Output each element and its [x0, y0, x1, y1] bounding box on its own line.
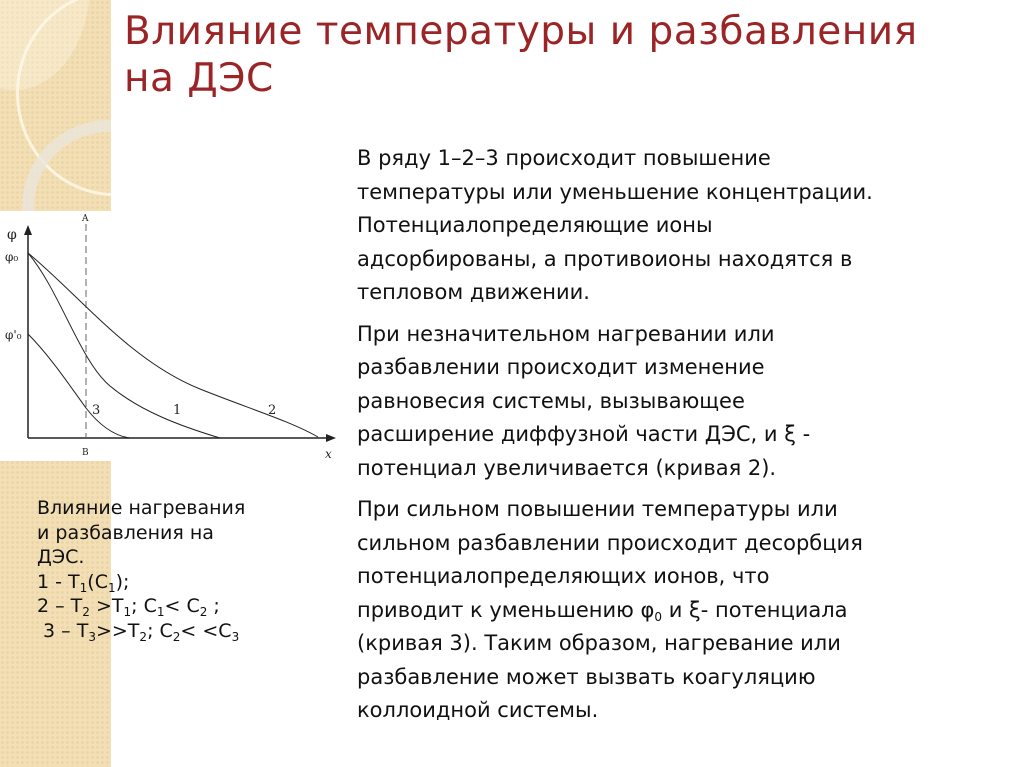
text-line: В ряду 1–2–3 происходит повышение — [357, 142, 1017, 176]
subscript: 3 — [231, 629, 240, 644]
y-axis-label: φ — [7, 227, 17, 243]
text-run: адсорбированы, а противоионы находятся в — [357, 246, 853, 271]
text-run: тепловом движении. — [357, 280, 590, 304]
curve-3-label: 3 — [92, 403, 100, 418]
slide-body-text: В ряду 1–2–3 происходит повышение темпера… — [357, 142, 1017, 736]
text-run: температуры или уменьшение концентрации. — [357, 179, 873, 204]
phi0-prime-label: φ'₀ — [5, 328, 22, 342]
text-run: < C — [164, 595, 200, 617]
text-run: При сильном повышении температуры или — [357, 497, 838, 521]
text-run: Потенциалопределяющие ионы — [357, 213, 713, 237]
text-line: разбавление может вызвать коагуляцию — [357, 661, 1017, 695]
text-line: потенциалопределяющих ионов, что — [357, 560, 1017, 594]
subscript: 1 — [107, 580, 116, 595]
subscript: 2 — [199, 605, 208, 619]
text-line: расширение диффузной части ДЭС, и ξ - — [357, 418, 1017, 452]
text-run: >>T — [95, 619, 140, 642]
subscript: 1 — [79, 580, 88, 595]
y-axis-arrow-icon — [24, 225, 32, 235]
text-line: 3 – T3>>T2; C2< <C3 — [37, 619, 245, 644]
subscript: 0 — [654, 609, 663, 624]
figure-caption: Влияние нагревания и разбавления на ДЭС. 1 … — [37, 496, 245, 643]
text-run: ); — [115, 570, 130, 593]
paragraph: При незначительном нагревании или разбавл… — [357, 318, 1017, 486]
text-run: и разбавления на — [37, 521, 214, 544]
curve-1 — [27, 252, 221, 439]
subscript: 2 — [82, 605, 90, 619]
text-line: Потенциалопределяющие ионы — [357, 209, 1017, 243]
curve-3 — [27, 333, 131, 439]
text-line: приводит к уменьшению φ0 и ξ- потенциала — [357, 594, 1017, 628]
title-line: на ДЭС — [124, 56, 274, 101]
slide-title: Влияние температуры и разбавления на ДЭС — [124, 8, 1004, 102]
text-run: разбавление может вызвать коагуляцию — [357, 664, 816, 689]
curve-2 — [27, 252, 319, 438]
text-run: ; C — [147, 619, 173, 642]
text-run: равновесия системы, вызывающее — [357, 388, 745, 413]
text-line: адсорбированы, а противоионы находятся в — [357, 243, 1017, 277]
curve-1-label: 1 — [173, 403, 181, 418]
text-run: приводит к уменьшению φ — [357, 597, 655, 622]
text-line: потенциал увеличивается (кривая 2). — [357, 452, 1017, 486]
subscript: 1 — [123, 605, 132, 619]
curve-2-label: 2 — [268, 403, 276, 418]
text-run: ДЭС. — [37, 546, 85, 568]
point-b-label: B — [82, 448, 89, 458]
text-run: (C — [87, 570, 108, 593]
text-run: ; C — [131, 595, 157, 617]
text-run: 3 – T — [37, 619, 89, 642]
text-run: В ряду 1–2–3 происходит повышение — [357, 146, 771, 170]
text-line: температуры или уменьшение концентрации. — [357, 176, 1017, 210]
x-axis-label: x — [325, 447, 332, 461]
subscript: 1 — [156, 605, 165, 619]
title-line: Влияние температуры и разбавления — [124, 9, 918, 54]
text-run: потенциалопределяющих ионов, что — [357, 564, 770, 588]
text-line: При сильном повышении температуры или — [357, 493, 1017, 527]
text-run: < <C — [180, 619, 232, 642]
text-run: и ξ- потенциала — [662, 597, 848, 622]
paragraph: В ряду 1–2–3 происходит повышение темпера… — [357, 142, 1017, 310]
subscript: 3 — [88, 629, 96, 644]
text-run: (кривая 3). Таким образом, нагревание ил… — [357, 631, 841, 655]
text-line: разбавлении происходит изменение — [357, 351, 1017, 385]
text-run: сильном разбавлении происходит десорбция — [357, 530, 863, 555]
text-line: При незначительном нагревании или — [357, 318, 1017, 352]
text-run: коллоидной системы. — [357, 698, 599, 722]
text-run: потенциал увеличивается (кривая 2). — [357, 455, 777, 480]
text-line: и разбавления на — [37, 521, 245, 546]
text-run: 2 – T — [37, 595, 83, 617]
potential-diagram: φ φ₀ φ'₀ A B x 1 2 3 — [0, 211, 336, 461]
phi0-label: φ₀ — [5, 250, 18, 264]
text-line: коллоидной системы. — [357, 694, 1017, 728]
text-run: 1 - T — [37, 570, 80, 593]
text-run: ; — [207, 595, 220, 617]
text-line: равновесия системы, вызывающее — [357, 385, 1017, 419]
text-run: расширение диффузной части ДЭС, и ξ - — [357, 422, 811, 446]
text-line: (кривая 3). Таким образом, нагревание ил… — [357, 627, 1017, 661]
paragraph: При сильном повышении температуры или сил… — [357, 493, 1017, 728]
text-line: Влияние нагревания — [37, 496, 245, 521]
text-run: >T — [89, 595, 124, 617]
subscript: 2 — [172, 629, 181, 644]
text-line: тепловом движении. — [357, 276, 1017, 310]
text-run: Влияние нагревания — [37, 497, 246, 519]
point-a-label: A — [81, 214, 89, 224]
text-line: ДЭС. — [37, 545, 245, 570]
text-line: сильном разбавлении происходит десорбция — [357, 527, 1017, 561]
text-line: 1 - T1(C1); — [37, 570, 245, 595]
subscript: 2 — [139, 629, 148, 644]
text-run: При незначительном нагревании или — [357, 321, 775, 346]
text-run: разбавлении происходит изменение — [357, 355, 765, 379]
text-line: 2 – T2 >T1; C1< C2 ; — [37, 594, 245, 619]
x-axis-arrow-icon — [326, 434, 336, 442]
